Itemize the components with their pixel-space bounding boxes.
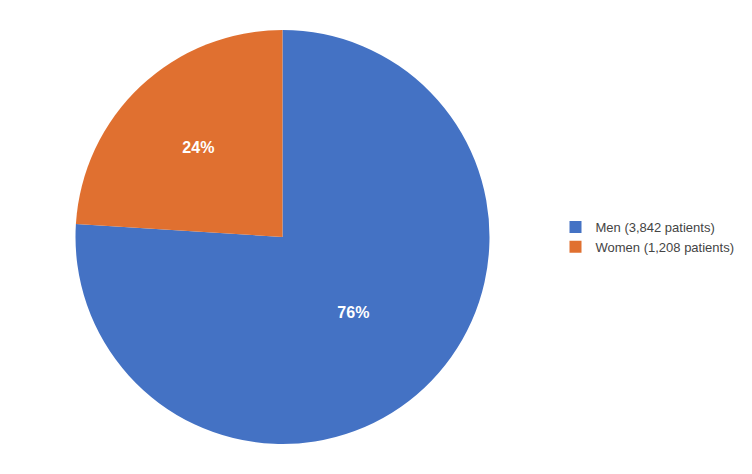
svg-text:Men (3,842 patients): Men (3,842 patients) (596, 220, 715, 235)
svg-text:Women (1,208 patients): Women (1,208 patients) (596, 240, 735, 255)
svg-text:24%: 24% (182, 139, 214, 156)
svg-text:76%: 76% (337, 304, 369, 321)
